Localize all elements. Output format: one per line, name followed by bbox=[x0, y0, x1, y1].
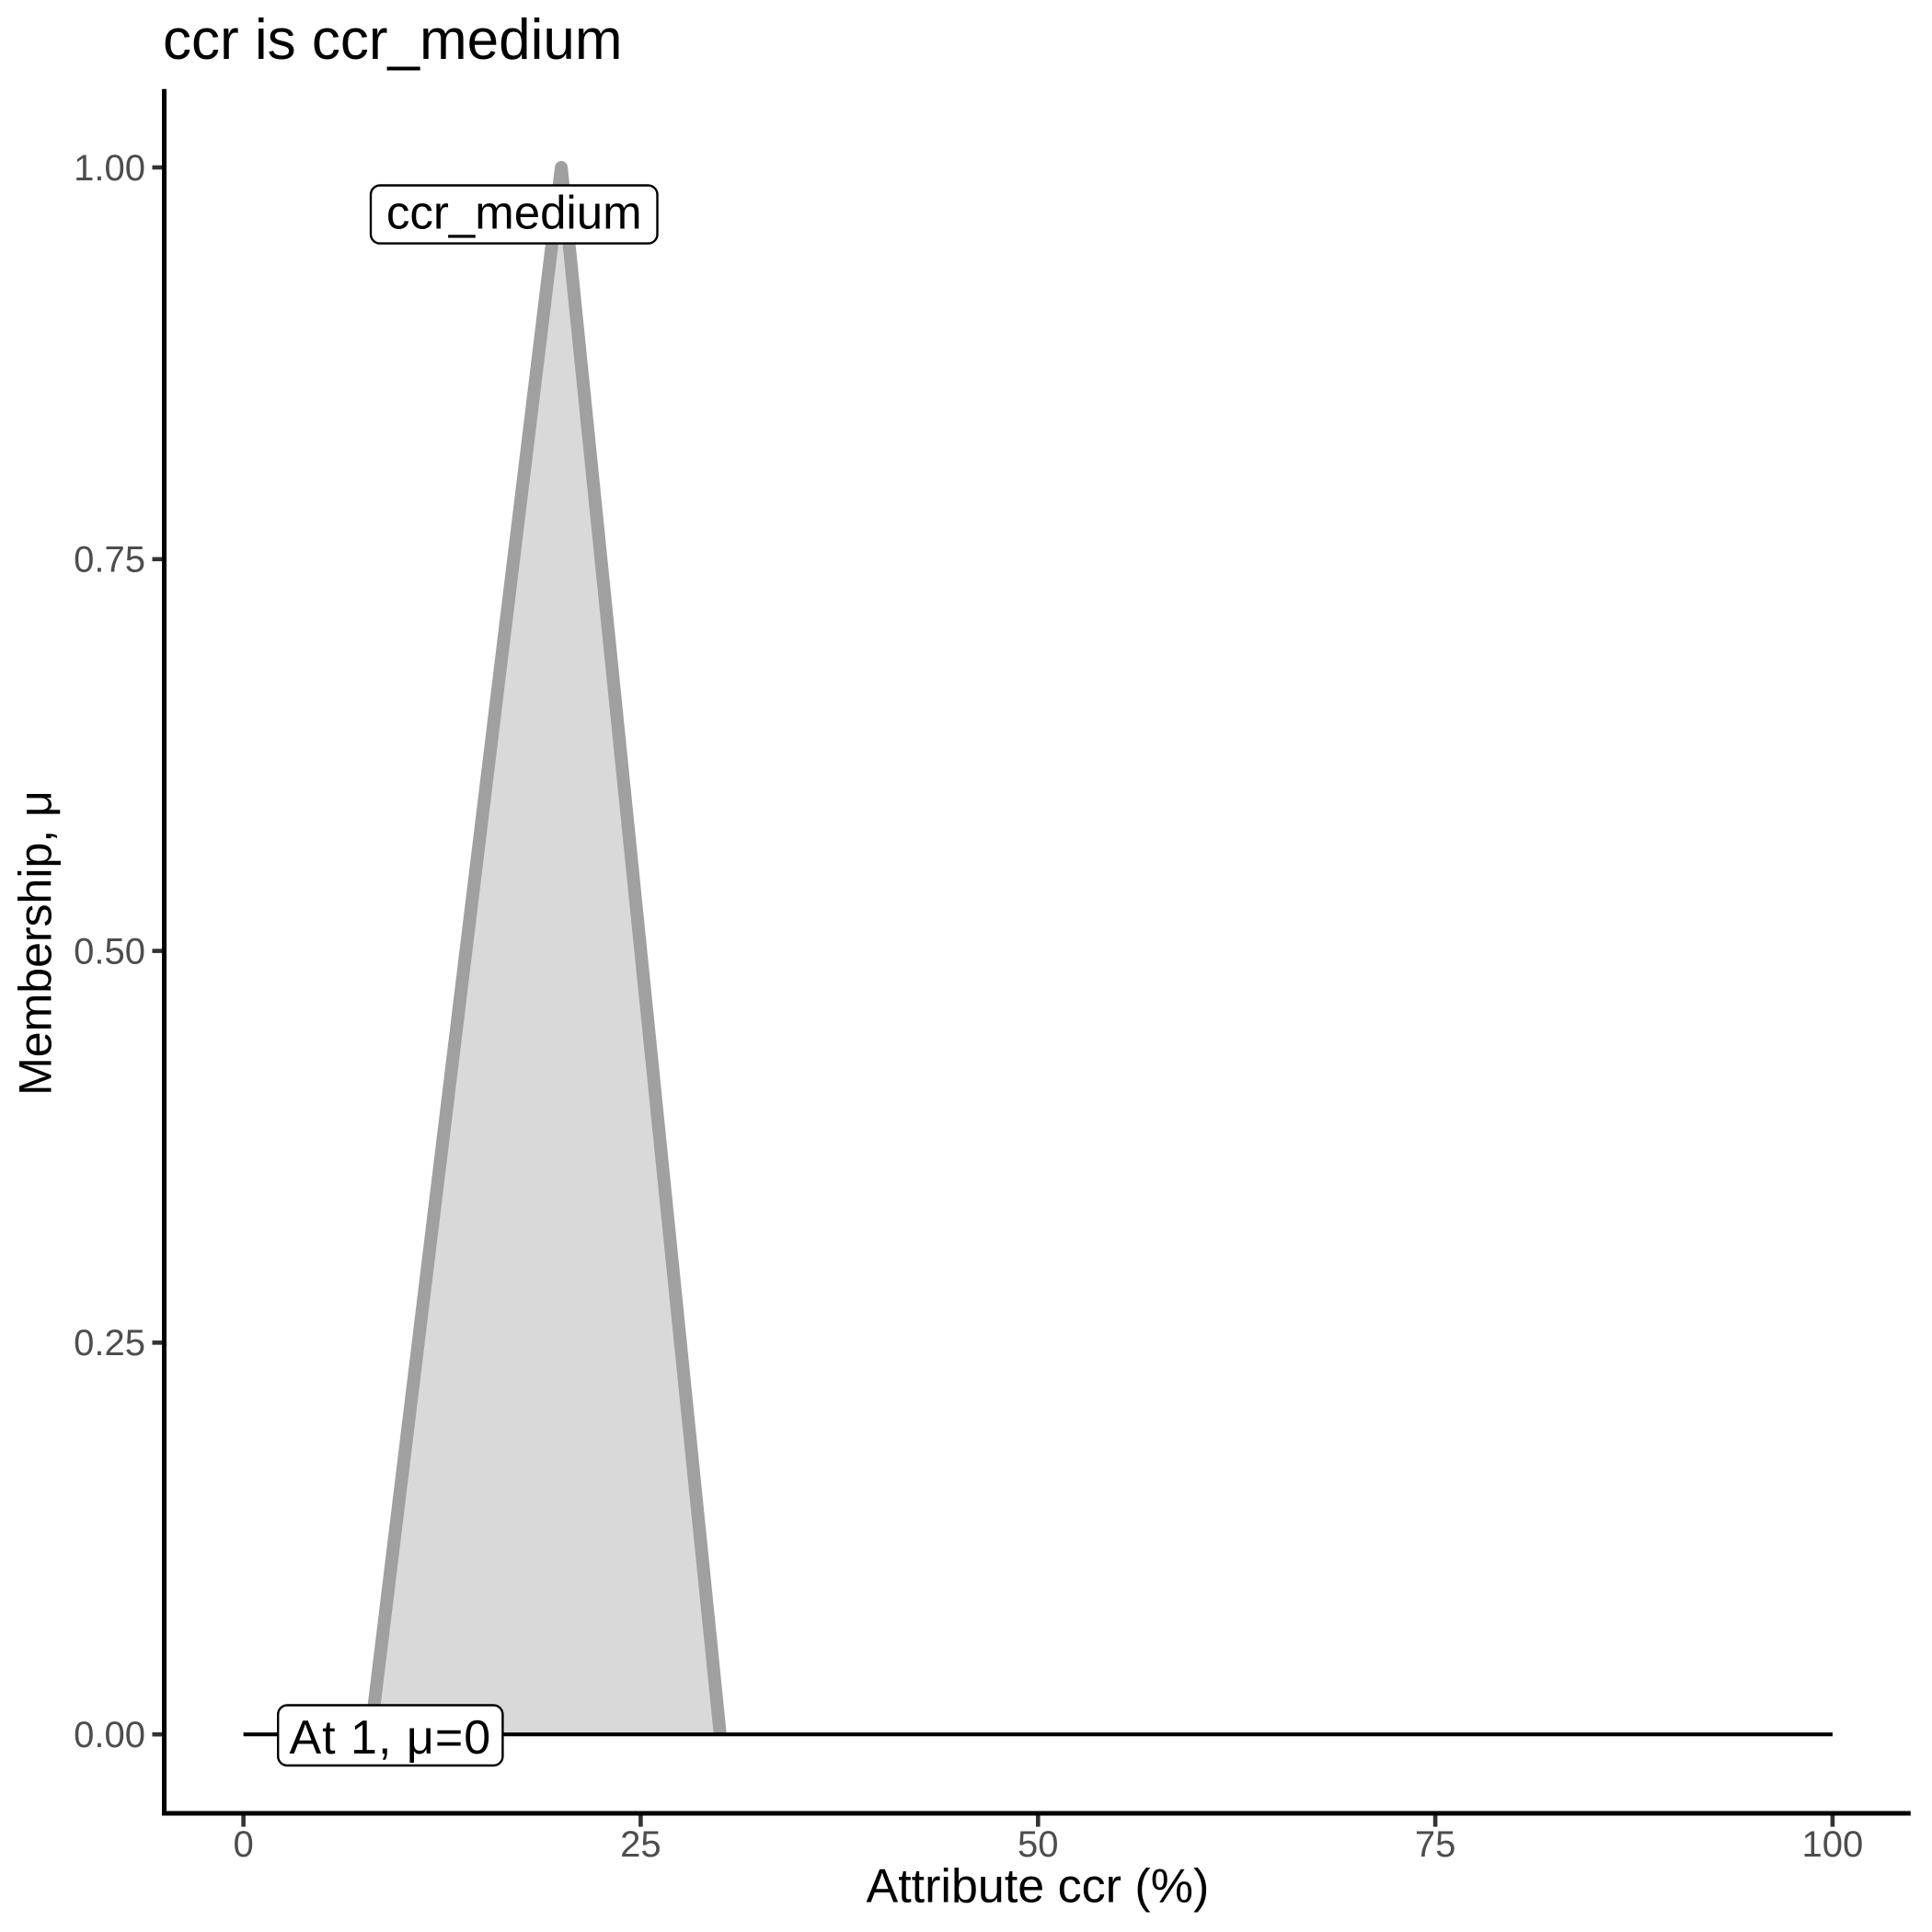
svg-text:Attribute ccr (%): Attribute ccr (%) bbox=[867, 1860, 1210, 1914]
svg-text:25: 25 bbox=[620, 1824, 661, 1865]
svg-text:1.00: 1.00 bbox=[74, 148, 145, 189]
svg-text:100: 100 bbox=[1802, 1824, 1864, 1865]
svg-text:75: 75 bbox=[1415, 1824, 1456, 1865]
svg-text:ccr_medium: ccr_medium bbox=[386, 186, 642, 238]
svg-text:0.50: 0.50 bbox=[74, 931, 145, 972]
svg-text:0.25: 0.25 bbox=[74, 1323, 145, 1363]
svg-text:At 1, μ=0: At 1, μ=0 bbox=[289, 1711, 491, 1765]
svg-text:0.75: 0.75 bbox=[74, 540, 145, 581]
svg-text:Membership, μ: Membership, μ bbox=[10, 790, 62, 1096]
svg-text:0: 0 bbox=[233, 1824, 253, 1865]
svg-text:ccr is ccr_medium: ccr is ccr_medium bbox=[163, 8, 623, 72]
svg-text:0.00: 0.00 bbox=[74, 1715, 145, 1755]
svg-text:50: 50 bbox=[1018, 1824, 1059, 1865]
